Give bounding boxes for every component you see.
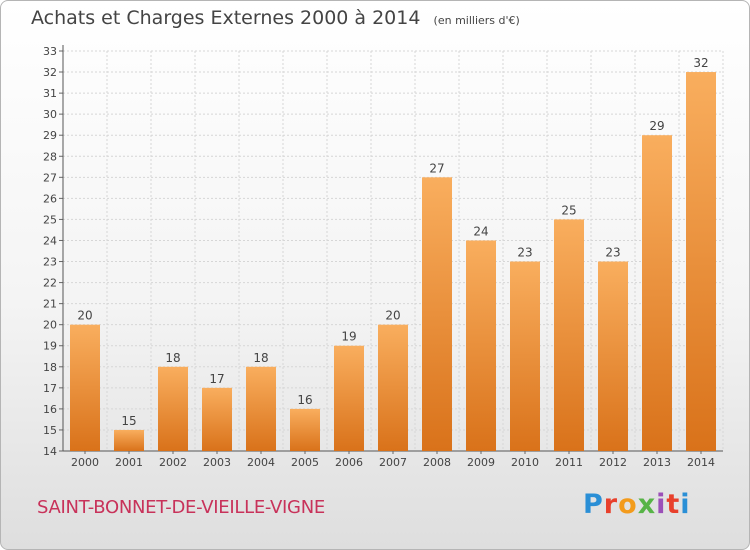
bar-value-label: 27 [429,161,444,175]
chart-title-block: Achats et Charges Externes 2000 à 2014 (… [31,7,520,29]
bar-2002 [158,366,188,451]
bar-value-label: 17 [209,372,224,386]
y-tick-label: 17 [43,382,57,395]
y-tick-label: 18 [43,361,57,374]
x-tick-label: 2007 [379,456,407,469]
y-tick-label: 24 [43,234,57,247]
x-tick-label: 2013 [643,456,671,469]
x-tick-label: 2008 [423,456,451,469]
x-tick-label: 2014 [687,456,715,469]
bar-value-label: 24 [473,224,488,238]
bar-value-label: 23 [517,246,532,260]
x-tick-label: 2009 [467,456,495,469]
y-tick-label: 27 [43,171,57,184]
bar-2011 [554,219,584,451]
bar-value-label: 19 [341,330,356,344]
logo-letter: r [603,489,619,520]
x-tick-label: 2000 [71,456,99,469]
y-tick-label: 25 [43,213,57,226]
x-tick-label: 2005 [291,456,319,469]
bar-2000 [70,324,100,451]
bar-value-label: 15 [121,414,136,428]
y-tick-label: 33 [43,45,57,58]
proxiti-logo: Proxiti [583,489,691,520]
y-tick-label: 21 [43,298,57,311]
chart-unit: (en milliers d'€) [433,14,520,27]
y-tick-label: 16 [43,403,57,416]
bar-2012 [598,261,628,451]
bar-value-label: 32 [693,56,708,70]
logo-letter: x [637,489,657,520]
y-tick-label: 29 [43,129,57,142]
y-tick-label: 28 [43,150,57,163]
y-tick-label: 30 [43,108,57,121]
bar-2009 [466,240,496,451]
x-tick-label: 2004 [247,456,275,469]
bar-2004 [246,366,276,451]
bar-value-label: 20 [77,309,92,323]
x-tick-label: 2001 [115,456,143,469]
bar-2003 [202,387,232,451]
logo-letter: t [666,489,681,520]
y-tick-label: 19 [43,340,57,353]
x-tick-label: 2006 [335,456,363,469]
bars [70,72,716,452]
y-tick-label: 22 [43,277,57,290]
x-tick-label: 2012 [599,456,627,469]
x-tick-label: 2011 [555,456,583,469]
y-tick-label: 26 [43,192,57,205]
bar-value-label: 25 [561,203,576,217]
x-tick-label: 2003 [203,456,231,469]
logo-letter: P [583,489,604,520]
x-tick-label: 2002 [159,456,187,469]
bar-value-label: 18 [253,351,268,365]
bar-value-label: 23 [605,246,620,260]
bar-2008 [422,177,452,451]
y-tick-label: 14 [43,445,57,458]
y-tick-label: 32 [43,66,57,79]
x-tick-label: 2010 [511,456,539,469]
bar-2010 [510,261,540,451]
bar-value-label: 20 [385,309,400,323]
bar-2005 [290,408,320,451]
y-tick-label: 20 [43,319,57,332]
bar-value-label: 16 [297,393,312,407]
chart-title: Achats et Charges Externes 2000 à 2014 [31,7,421,29]
bar-2013 [642,135,672,452]
bar-2007 [378,324,408,451]
bar-value-label: 18 [165,351,180,365]
y-tick-label: 31 [43,87,57,100]
axes: 14 15 16 17 18 19 20 21 22 23 24 25 26 27 28 29 30 31 32 33… [43,45,723,469]
logo-letter: o [618,489,638,520]
bar-2014 [686,72,716,451]
bar-2006 [334,345,364,451]
logo-letter: i [680,489,691,520]
bar-value-label: 29 [649,119,664,133]
logo-letter: i [656,489,667,520]
data-labels: 20 15 18 17 18 16 19 20 27 24 23 25 23 29 32 [77,56,708,428]
commune-name: SAINT-BONNET-DE-VIEILLE-VIGNE [37,497,325,518]
y-tick-label: 23 [43,256,57,269]
y-tick-label: 15 [43,424,57,437]
bar-2001 [114,429,144,451]
